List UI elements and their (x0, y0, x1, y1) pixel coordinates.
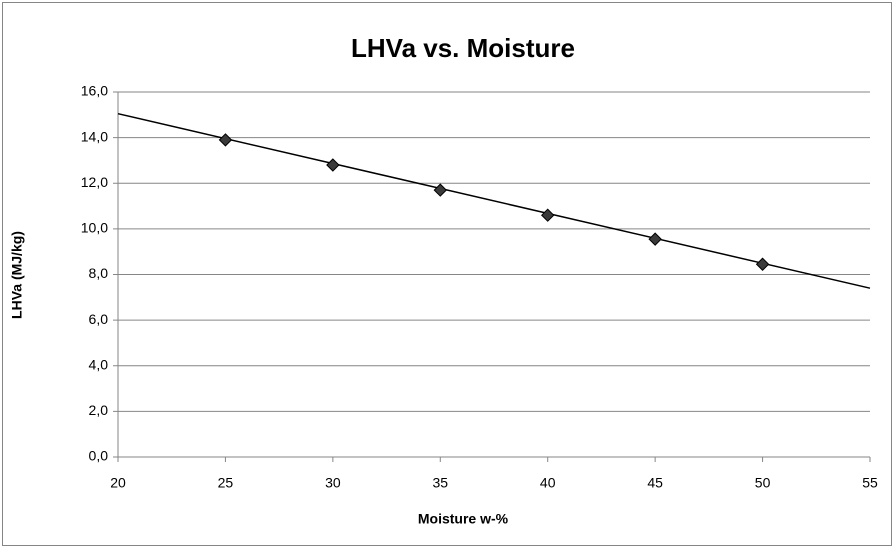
marker (326, 158, 340, 172)
marker (755, 257, 770, 271)
y-tick-label: 2,0 (89, 402, 109, 418)
chart-title: LHVa vs. Moisture (351, 33, 575, 63)
marker (648, 232, 662, 246)
marker (218, 133, 233, 147)
marker (541, 208, 555, 222)
x-tick-label: 55 (862, 475, 878, 491)
y-tick-label: 4,0 (89, 356, 109, 372)
y-tick-label: 6,0 (89, 311, 109, 327)
y-axis-label: LHVa (MJ/kg) (9, 231, 25, 319)
marker (433, 183, 447, 197)
y-tick-label: 16,0 (81, 83, 108, 99)
x-tick-label: 30 (325, 475, 341, 491)
x-tick-label: 50 (755, 475, 771, 491)
trendline (117, 112, 871, 289)
x-tick-label: 40 (540, 475, 556, 491)
x-tick-label: 35 (432, 475, 448, 491)
x-axis-label: Moisture w-% (418, 511, 509, 527)
x-tick-label: 45 (647, 475, 663, 491)
y-tick-label: 8,0 (89, 265, 109, 281)
y-tick-label: 0,0 (89, 448, 109, 464)
x-tick-label: 25 (218, 475, 234, 491)
y-tick-label: 14,0 (81, 128, 108, 144)
y-tick-label: 10,0 (81, 220, 108, 236)
x-tick-label: 20 (110, 475, 126, 491)
y-tick-label: 12,0 (81, 174, 108, 190)
